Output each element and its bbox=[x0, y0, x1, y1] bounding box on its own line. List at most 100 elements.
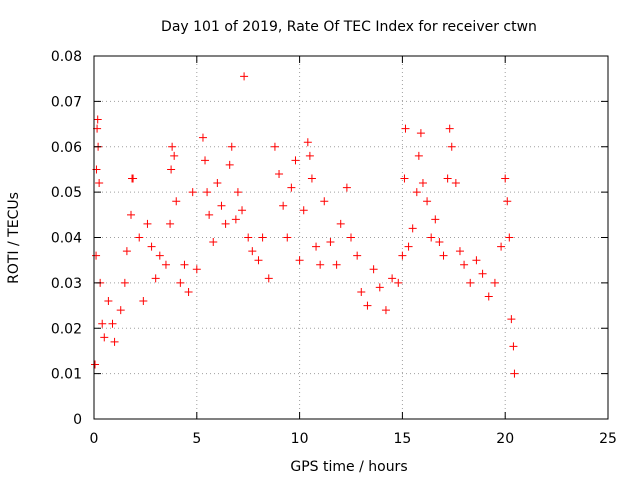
y-tick-label: 0.06 bbox=[51, 140, 82, 156]
data-point bbox=[122, 247, 131, 256]
scatter-points bbox=[91, 72, 519, 378]
data-point bbox=[490, 278, 499, 287]
data-point bbox=[209, 238, 218, 247]
data-point bbox=[316, 260, 325, 269]
data-point bbox=[254, 256, 263, 265]
data-point bbox=[155, 251, 164, 260]
data-point bbox=[248, 247, 257, 256]
data-point bbox=[295, 256, 304, 265]
data-point bbox=[161, 260, 170, 269]
data-point bbox=[375, 283, 384, 292]
data-point bbox=[478, 269, 487, 278]
data-point bbox=[168, 142, 177, 151]
data-point bbox=[116, 306, 125, 315]
data-point bbox=[184, 287, 193, 296]
data-point bbox=[418, 179, 427, 188]
data-point bbox=[166, 219, 175, 228]
data-point bbox=[213, 179, 222, 188]
data-point bbox=[336, 219, 345, 228]
data-point bbox=[427, 233, 436, 242]
data-point bbox=[363, 301, 372, 310]
data-point bbox=[388, 274, 397, 283]
y-tick-label: 0.02 bbox=[51, 321, 82, 337]
data-point bbox=[353, 251, 362, 260]
y-tick-label: 0.07 bbox=[51, 94, 82, 110]
data-point bbox=[342, 183, 351, 192]
data-point bbox=[357, 287, 366, 296]
data-point bbox=[501, 174, 510, 183]
y-tick-label: 0.05 bbox=[51, 185, 82, 201]
data-point bbox=[497, 242, 506, 251]
data-point bbox=[447, 142, 456, 151]
x-tick-label: 10 bbox=[291, 431, 309, 447]
data-point bbox=[466, 278, 475, 287]
data-point bbox=[151, 274, 160, 283]
data-point bbox=[484, 292, 493, 301]
x-tick-label: 15 bbox=[393, 431, 411, 447]
data-point bbox=[439, 251, 448, 260]
data-point bbox=[217, 201, 226, 210]
data-point bbox=[110, 337, 119, 346]
data-point bbox=[147, 242, 156, 251]
data-point bbox=[472, 256, 481, 265]
data-point bbox=[233, 188, 242, 197]
data-point bbox=[412, 188, 421, 197]
y-tick-label: 0.01 bbox=[51, 367, 82, 383]
data-point bbox=[205, 210, 214, 219]
data-point bbox=[100, 333, 109, 342]
data-point bbox=[95, 179, 104, 188]
data-point bbox=[347, 233, 355, 242]
data-point bbox=[408, 224, 417, 233]
data-point bbox=[326, 238, 335, 247]
data-point bbox=[398, 251, 407, 260]
data-point bbox=[394, 278, 403, 287]
data-point bbox=[203, 188, 212, 197]
data-point bbox=[305, 151, 314, 160]
data-point bbox=[312, 242, 321, 251]
data-point bbox=[129, 174, 138, 183]
data-point bbox=[455, 247, 464, 256]
data-point bbox=[303, 138, 312, 147]
data-point bbox=[170, 151, 179, 160]
data-point bbox=[264, 274, 273, 283]
data-point bbox=[332, 260, 341, 269]
data-point bbox=[188, 188, 197, 197]
data-point bbox=[270, 142, 279, 151]
data-point bbox=[283, 233, 292, 242]
data-point bbox=[414, 151, 423, 160]
data-point bbox=[93, 115, 102, 124]
data-point bbox=[98, 319, 107, 328]
x-tick-label: 5 bbox=[192, 431, 201, 447]
data-point bbox=[127, 210, 136, 219]
data-point bbox=[227, 142, 236, 151]
data-point bbox=[445, 124, 454, 133]
data-point bbox=[443, 174, 452, 183]
data-point bbox=[307, 174, 316, 183]
data-point bbox=[92, 251, 101, 260]
data-point bbox=[291, 156, 300, 165]
data-point bbox=[201, 156, 210, 165]
data-point bbox=[198, 133, 207, 142]
data-point bbox=[381, 306, 390, 315]
y-tick-label: 0.03 bbox=[51, 276, 82, 292]
data-point bbox=[120, 278, 129, 287]
data-point bbox=[423, 197, 432, 206]
x-tick-label: 25 bbox=[599, 431, 617, 447]
data-point bbox=[244, 233, 253, 242]
data-point bbox=[172, 197, 181, 206]
data-point bbox=[416, 129, 425, 138]
data-point bbox=[503, 197, 512, 206]
data-point bbox=[192, 265, 201, 274]
y-tick-label: 0.04 bbox=[51, 231, 82, 247]
data-point bbox=[510, 369, 519, 378]
data-point bbox=[108, 319, 117, 328]
data-point bbox=[369, 265, 378, 274]
grid-lines bbox=[94, 56, 608, 419]
data-point bbox=[135, 233, 144, 242]
data-point bbox=[91, 360, 100, 369]
x-axis-label: GPS time / hours bbox=[290, 459, 407, 475]
data-point bbox=[231, 215, 240, 224]
data-point bbox=[507, 315, 516, 324]
